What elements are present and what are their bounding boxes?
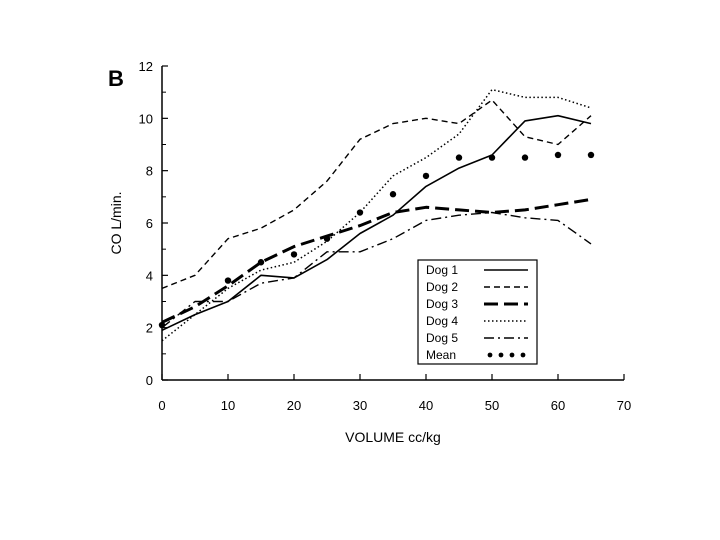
mean-point [521, 154, 529, 161]
mean-point [389, 191, 397, 198]
legend-label-mean: Mean [426, 348, 456, 362]
legend-label-dog-1: Dog 1 [426, 263, 458, 277]
y-tick-label: 6 [146, 216, 153, 231]
panel-label: B [108, 66, 124, 91]
mean-point [257, 259, 265, 266]
mean-point [158, 321, 166, 329]
legend-label-dog-3: Dog 3 [426, 297, 458, 311]
series-layer [158, 88, 595, 342]
mean-point [323, 235, 331, 242]
legend-label-dog-4: Dog 4 [426, 314, 458, 328]
ticks: 0 10 20 30 40 50 60 70 0 2 4 6 8 10 12 [139, 59, 632, 413]
axes [161, 66, 624, 381]
x-tick-label: 70 [617, 398, 631, 413]
mean-point [422, 172, 430, 180]
y-tick-label: 12 [139, 59, 153, 74]
y-axis-label: CO L/min. [108, 191, 124, 254]
dog-2-line [161, 99, 592, 290]
y-tick-label: 8 [146, 164, 153, 179]
x-tick-label: 60 [551, 398, 565, 413]
mean-point [488, 154, 496, 161]
dog-1-line [161, 114, 592, 332]
x-tick-label: 50 [485, 398, 499, 413]
mean-point [290, 251, 298, 258]
x-tick-label: 10 [221, 398, 235, 413]
x-tick-label: 40 [419, 398, 433, 413]
x-tick-label: 20 [287, 398, 301, 413]
mean-point [356, 209, 364, 216]
x-tick-label: 30 [353, 398, 367, 413]
y-tick-label: 2 [146, 321, 153, 336]
x-axis-label: VOLUME cc/kg [345, 429, 441, 445]
mean-point [455, 154, 463, 161]
x-tick-label: 0 [158, 398, 165, 413]
legend-swatch-mean [498, 352, 504, 358]
mean-point [587, 151, 595, 159]
mean-point [554, 151, 562, 159]
legend-swatch-mean [487, 352, 493, 358]
y-tick-label: 4 [146, 268, 153, 283]
y-tick-label: 0 [146, 373, 153, 388]
mean-point [224, 277, 232, 284]
legend-label-dog-2: Dog 2 [426, 280, 458, 294]
legend-box [417, 259, 538, 365]
legend-label-dog-5: Dog 5 [426, 331, 458, 345]
dog-3-line [161, 197, 592, 324]
legend-swatch-mean [509, 352, 515, 358]
legend-swatch-mean [520, 352, 526, 358]
legend: Dog 1 Dog 2 Dog 3 Dog 4 Dog 5 Mean [417, 259, 538, 365]
dog-5-line [161, 211, 592, 329]
y-tick-label: 10 [139, 111, 153, 126]
